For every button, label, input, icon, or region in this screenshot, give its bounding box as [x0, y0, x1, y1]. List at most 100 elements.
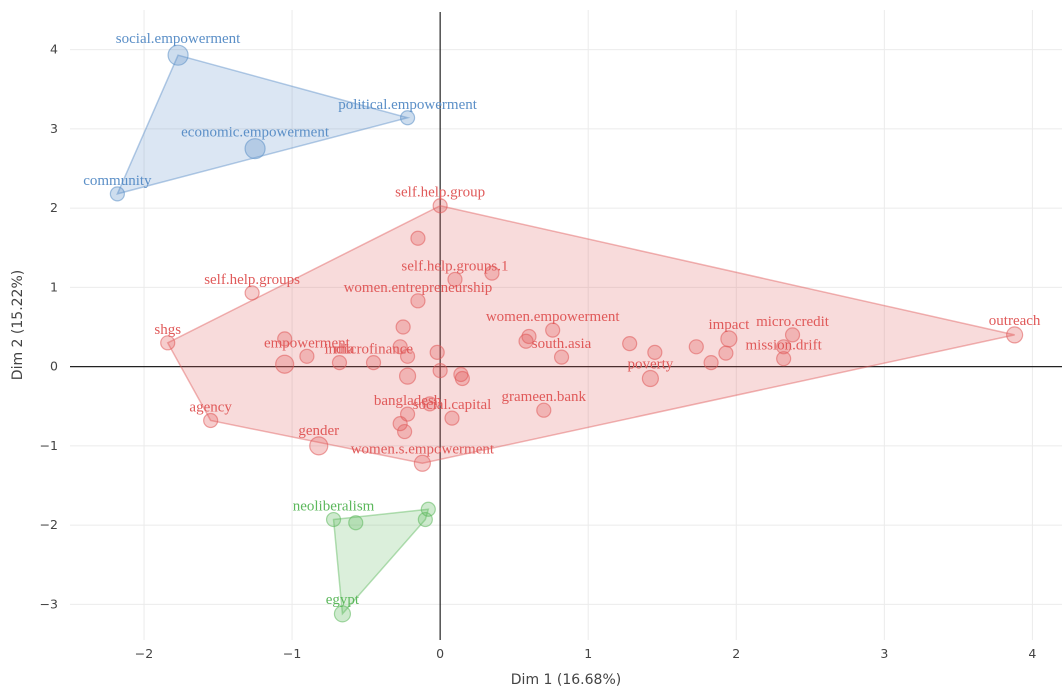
- cluster-hull-2: [166, 204, 1015, 465]
- data-point[interactable]: [518, 333, 534, 349]
- point-label: india: [324, 342, 354, 358]
- data-point[interactable]: [410, 230, 426, 246]
- point-label: community: [83, 173, 152, 189]
- point-label: south.asia: [532, 336, 592, 352]
- y-tick-label: 1: [50, 279, 58, 294]
- point-label: agency: [189, 399, 232, 415]
- data-point[interactable]: [109, 186, 125, 202]
- cluster-hull-3: [332, 508, 430, 616]
- data-point[interactable]: [325, 511, 342, 528]
- x-tick-label: 1: [584, 646, 592, 661]
- data-point[interactable]: [432, 198, 448, 214]
- x-tick-label: 3: [880, 646, 888, 661]
- point-label: egypt: [326, 592, 360, 608]
- y-tick-label: 2: [50, 200, 58, 215]
- y-tick-label: 0: [50, 359, 58, 374]
- data-point[interactable]: [545, 322, 561, 338]
- data-point[interactable]: [444, 410, 460, 426]
- data-point[interactable]: [688, 339, 704, 355]
- data-point[interactable]: [399, 348, 416, 364]
- data-point[interactable]: [275, 354, 295, 374]
- point-label: neoliberalism: [293, 499, 375, 515]
- data-point[interactable]: [422, 396, 438, 412]
- data-point[interactable]: [720, 330, 738, 348]
- data-point[interactable]: [203, 412, 219, 429]
- data-point[interactable]: [718, 345, 734, 361]
- data-point[interactable]: [244, 138, 266, 160]
- y-tick-label: −3: [40, 596, 58, 611]
- x-tick-label: 0: [436, 646, 444, 661]
- x-tick-label: −2: [135, 646, 153, 661]
- y-axis-title: Dim 2 (15.22%): [10, 270, 26, 380]
- data-point[interactable]: [776, 339, 792, 355]
- data-points: [109, 44, 1024, 623]
- x-tick-label: −1: [283, 646, 301, 661]
- data-point[interactable]: [417, 511, 433, 528]
- cluster-hulls: [116, 54, 1015, 616]
- point-labels: social.empowerment political.empowerment e…: [83, 31, 1041, 608]
- data-point[interactable]: [447, 271, 463, 288]
- x-tick-label: 2: [732, 646, 740, 661]
- data-point[interactable]: [553, 349, 570, 365]
- data-point[interactable]: [413, 454, 431, 472]
- y-tick-label: 4: [50, 42, 58, 57]
- point-label: shgs: [154, 322, 181, 338]
- point-label: outreach: [989, 313, 1041, 329]
- data-point[interactable]: [244, 285, 260, 301]
- point-label: poverty: [627, 356, 673, 372]
- point-label: social.capital: [413, 397, 492, 413]
- point-label: bangladesh: [374, 393, 442, 409]
- data-point[interactable]: [536, 402, 552, 418]
- point-label: self.help.groups.1: [401, 258, 508, 274]
- data-point[interactable]: [331, 355, 348, 371]
- data-point[interactable]: [395, 319, 411, 335]
- point-label: mission.drift: [746, 338, 823, 354]
- tick-labels: −2 −1 0 1 2 3 4 −3 −2 −1 0 1 2 3 4: [40, 42, 1037, 661]
- data-point[interactable]: [392, 416, 408, 432]
- data-point[interactable]: [776, 351, 792, 367]
- data-point[interactable]: [277, 331, 293, 347]
- y-tick-label: −1: [40, 438, 58, 453]
- data-point[interactable]: [309, 436, 329, 456]
- data-point[interactable]: [784, 327, 801, 343]
- x-tick-label: 4: [1028, 646, 1036, 661]
- point-label: self.help.groups: [204, 272, 300, 288]
- data-point[interactable]: [1006, 326, 1024, 344]
- data-point[interactable]: [333, 605, 352, 623]
- point-label: economic.empowerment: [181, 125, 330, 141]
- point-label: self.help.group: [395, 185, 485, 201]
- data-point[interactable]: [429, 344, 445, 360]
- point-label: impact: [708, 317, 750, 333]
- data-point[interactable]: [484, 265, 500, 281]
- y-tick-label: −2: [40, 517, 58, 532]
- data-point[interactable]: [348, 515, 364, 531]
- zero-lines: [70, 12, 1062, 640]
- point-label: gender: [298, 423, 339, 439]
- data-point[interactable]: [167, 44, 189, 66]
- data-point[interactable]: [432, 362, 448, 379]
- grid-layer: [70, 10, 1062, 640]
- data-point[interactable]: [399, 110, 416, 126]
- point-label: political.empowerment: [338, 97, 478, 113]
- y-tick-label: 3: [50, 121, 58, 136]
- point-label: grameen.bank: [502, 389, 587, 405]
- data-point[interactable]: [398, 367, 417, 385]
- point-label: micro.credit: [756, 314, 830, 330]
- point-label: microfinance: [334, 342, 413, 358]
- point-label: women.empowerment: [486, 309, 621, 325]
- data-point[interactable]: [365, 355, 382, 371]
- data-point[interactable]: [647, 344, 663, 360]
- x-axis-title: Dim 1 (16.68%): [511, 672, 621, 688]
- data-point[interactable]: [622, 336, 638, 352]
- data-point[interactable]: [703, 355, 719, 371]
- data-point[interactable]: [641, 369, 659, 388]
- data-point[interactable]: [410, 293, 426, 309]
- data-point[interactable]: [397, 423, 413, 440]
- data-point[interactable]: [160, 335, 176, 351]
- point-label: social.empowerment: [116, 31, 241, 47]
- point-label: empowerment: [264, 335, 351, 351]
- data-point[interactable]: [299, 348, 315, 364]
- data-point[interactable]: [454, 370, 470, 387]
